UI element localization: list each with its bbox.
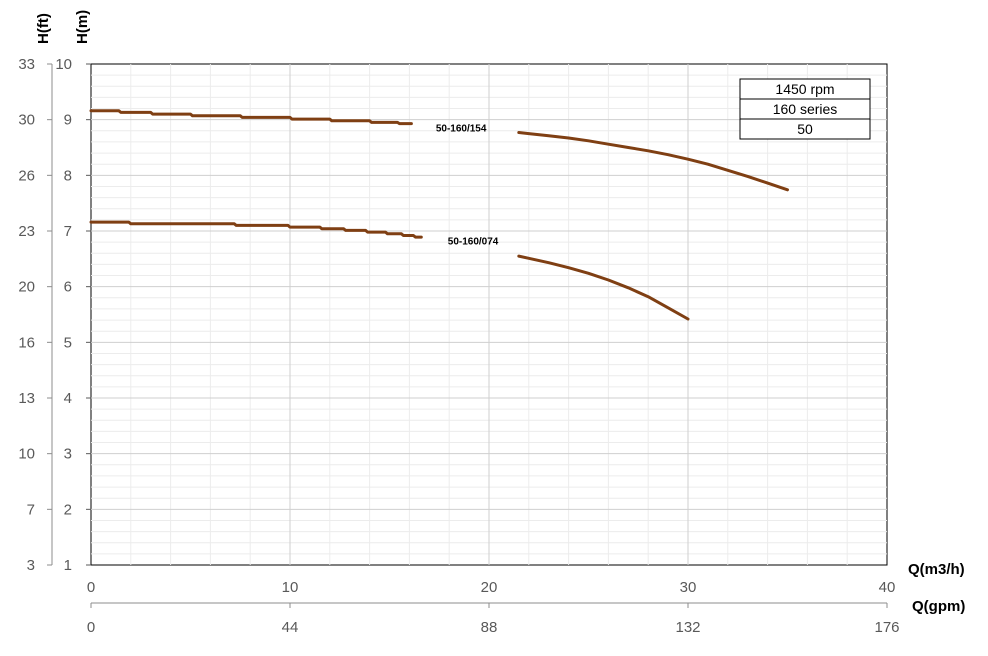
y-tick-label-m: 1 [64, 557, 72, 574]
y-tick-label-ft: 3 [27, 557, 35, 574]
x-tick-label-m3h: 40 [879, 579, 896, 596]
y-tick-label-ft: 33 [18, 56, 35, 73]
legend-entry: 50 [797, 121, 813, 137]
x-axis-title-m3h: Q(m3/h) [908, 561, 965, 578]
legend: 1450 rpm 160 series 50 [740, 79, 870, 139]
y-tick-label-m: 3 [64, 446, 72, 463]
y-tick-label-ft: 7 [27, 501, 35, 518]
y-tick-label-ft: 30 [18, 112, 35, 129]
y-tick-label-ft: 20 [18, 279, 35, 296]
y-axis-title-ft: H(ft) [35, 13, 52, 44]
y-tick-label-m: 7 [64, 223, 72, 240]
y-tick-label-m: 8 [64, 167, 72, 184]
x-tick-label-m3h: 0 [87, 579, 95, 596]
y-tick-label-ft: 10 [18, 446, 35, 463]
curve-label: 50-160/154 [436, 123, 487, 134]
legend-entry: 1450 rpm [775, 81, 834, 97]
y-tick-label-ft: 23 [18, 223, 35, 240]
x-tick-label-gpm: 0 [87, 619, 95, 636]
x-tick-label-gpm: 88 [481, 619, 498, 636]
y-tick-label-m: 2 [64, 501, 72, 518]
curve-label: 50-160/074 [448, 236, 499, 247]
y-tick-label-ft: 16 [18, 334, 35, 351]
y-tick-label-ft: 13 [18, 390, 35, 407]
y-tick-label-m: 9 [64, 112, 72, 129]
x-tick-label-m3h: 20 [481, 579, 498, 596]
y-tick-label-m: 5 [64, 334, 72, 351]
y-tick-label-m: 10 [55, 56, 72, 73]
x-tick-label-m3h: 30 [680, 579, 697, 596]
x-tick-label-gpm: 176 [874, 619, 899, 636]
legend-entry: 160 series [773, 101, 838, 117]
x-tick-label-m3h: 10 [282, 579, 299, 596]
x-axis-title-gpm: Q(gpm) [912, 598, 965, 615]
y-tick-label-m: 6 [64, 279, 72, 296]
y-tick-label-ft: 26 [18, 167, 35, 184]
x-tick-label-gpm: 132 [675, 619, 700, 636]
x-tick-label-gpm: 44 [282, 619, 299, 636]
y-axis-title-m: H(m) [74, 10, 91, 44]
y-tick-label-m: 4 [64, 390, 72, 407]
